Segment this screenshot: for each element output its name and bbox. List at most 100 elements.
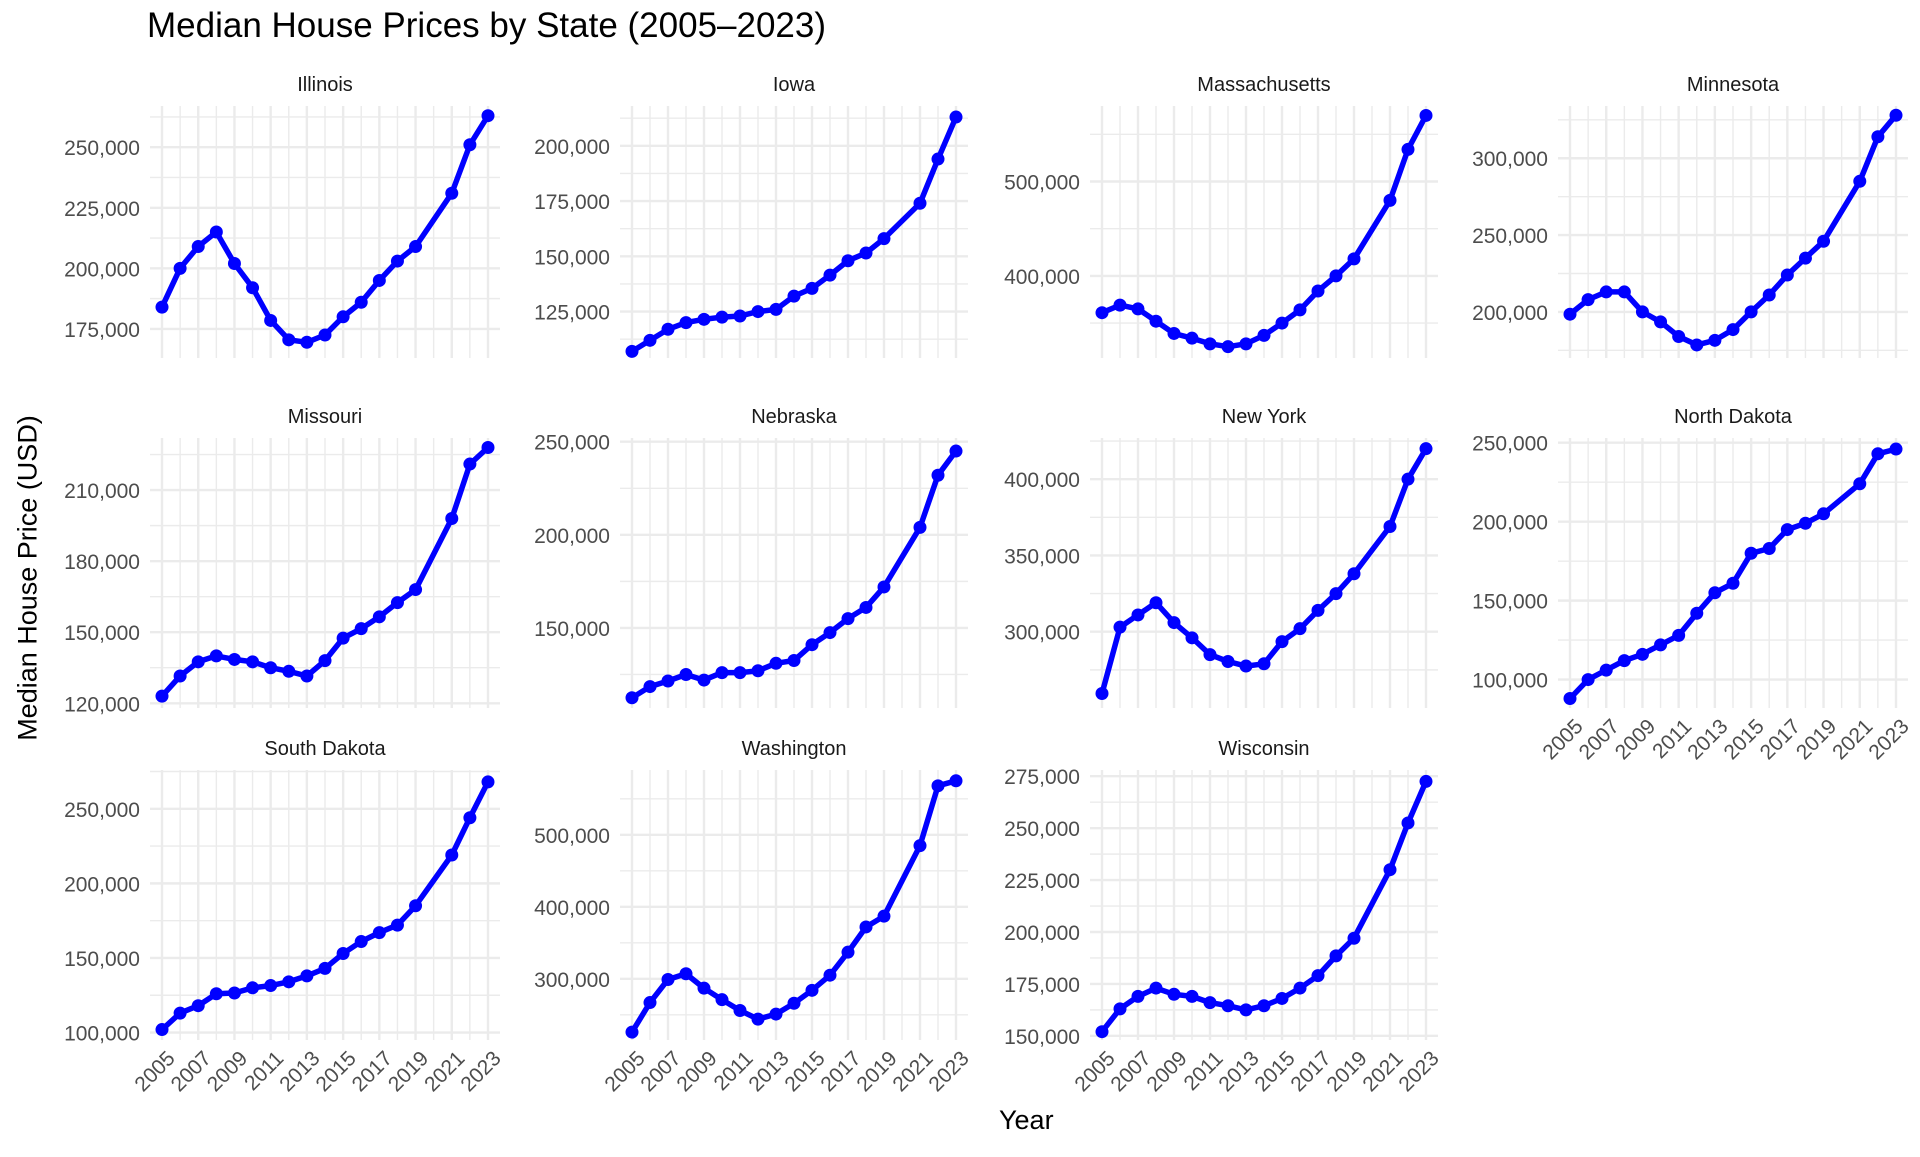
data-point — [715, 993, 729, 1007]
data-point — [227, 986, 241, 1000]
data-point — [1131, 989, 1145, 1003]
data-point — [209, 649, 223, 663]
facet-south-dakota: 100,000 150,000 200,000 250,000 South Dakota… — [64, 738, 506, 1096]
data-point — [1347, 252, 1361, 266]
data-point — [481, 109, 495, 123]
data-point — [877, 580, 891, 594]
data-point — [1654, 638, 1668, 652]
data-point — [1690, 338, 1704, 352]
x-tick-label: 2015 — [311, 1047, 360, 1096]
data-point — [173, 1006, 187, 1020]
data-point — [1798, 251, 1812, 265]
data-point — [1672, 628, 1686, 642]
data-point — [1871, 130, 1885, 144]
data-point — [463, 457, 477, 471]
data-point — [481, 440, 495, 454]
facet-washington: 300,000400,000500,000Washington200520072… — [534, 738, 974, 1096]
data-point — [841, 945, 855, 959]
data-point — [931, 152, 945, 166]
y-tick-label: 210,000 — [64, 480, 140, 503]
x-tick-label: 2005 — [130, 1047, 179, 1096]
data-point — [264, 661, 278, 675]
y-tick-label: 200,000 — [64, 873, 140, 896]
data-point — [625, 1025, 639, 1039]
data-point — [697, 981, 711, 995]
y-tick-label: 175,000 — [534, 191, 610, 214]
data-point — [1131, 608, 1145, 622]
y-tick-label: 300,000 — [1004, 622, 1080, 645]
data-point — [643, 996, 657, 1010]
data-point — [155, 300, 169, 314]
data-point — [1762, 542, 1776, 556]
data-point — [1635, 305, 1649, 319]
x-tick-label: 2007 — [1575, 715, 1624, 764]
data-point — [354, 622, 368, 636]
data-point — [1889, 442, 1903, 456]
y-tick-label: 225,000 — [1004, 870, 1080, 893]
data-point — [787, 289, 801, 303]
data-point — [769, 302, 783, 316]
data-point — [1221, 999, 1235, 1013]
y-tick-label: 120,000 — [64, 693, 140, 716]
data-point — [805, 983, 819, 997]
x-tick-label: 2015 — [1719, 715, 1768, 764]
x-tick-label: 2019 — [852, 1047, 901, 1096]
data-point — [246, 981, 260, 995]
data-point — [1329, 949, 1343, 963]
data-point — [209, 225, 223, 239]
data-point — [625, 344, 639, 358]
data-point — [1095, 1025, 1109, 1039]
x-tick-label: 2005 — [1070, 1047, 1119, 1096]
facet-title: North Dakota — [1674, 406, 1793, 428]
data-point — [643, 680, 657, 694]
data-point — [1203, 648, 1217, 662]
facet-title: Wisconsin — [1218, 738, 1309, 760]
data-point — [336, 310, 350, 324]
x-tick-label: 2021 — [420, 1047, 469, 1096]
data-point — [751, 1012, 765, 1026]
data-point — [445, 512, 459, 526]
data-point — [354, 295, 368, 309]
data-point — [1672, 329, 1686, 343]
data-point — [1635, 647, 1649, 661]
data-point — [1798, 516, 1812, 530]
y-tick-label: 300,000 — [1472, 148, 1548, 171]
data-point — [733, 1003, 747, 1017]
x-tick-label: 2015 — [1250, 1047, 1299, 1096]
y-tick-label: 150,000 — [534, 618, 610, 641]
x-tick-label: 2023 — [456, 1047, 505, 1096]
data-point — [1239, 659, 1253, 673]
data-point — [1293, 303, 1307, 317]
x-tick-label: 2015 — [780, 1047, 829, 1096]
data-point — [173, 261, 187, 275]
y-tick-label: 250,000 — [534, 432, 610, 455]
y-tick-label: 150,000 — [1472, 591, 1548, 614]
x-tick-label: 2019 — [384, 1047, 433, 1096]
data-point — [1599, 663, 1613, 677]
x-tick-label: 2019 — [1322, 1047, 1371, 1096]
data-point — [445, 848, 459, 862]
data-point — [227, 257, 241, 270]
data-point — [300, 335, 314, 349]
data-point — [949, 774, 963, 788]
data-point — [805, 638, 819, 652]
y-tick-label: 350,000 — [1004, 545, 1080, 568]
data-point — [1221, 340, 1235, 354]
data-point — [390, 596, 404, 610]
data-point — [264, 313, 278, 327]
data-point — [1311, 284, 1325, 298]
data-point — [1654, 315, 1668, 329]
facet-title: New York — [1222, 406, 1307, 428]
data-point — [445, 186, 459, 200]
x-tick-label: 2013 — [275, 1047, 324, 1096]
data-point — [1690, 606, 1704, 620]
y-tick-label: 225,000 — [64, 198, 140, 221]
data-point — [227, 652, 241, 666]
facet-title: Iowa — [773, 74, 816, 96]
data-point — [191, 655, 205, 669]
data-point — [1095, 306, 1109, 320]
data-point — [173, 669, 187, 683]
data-point — [931, 779, 945, 793]
